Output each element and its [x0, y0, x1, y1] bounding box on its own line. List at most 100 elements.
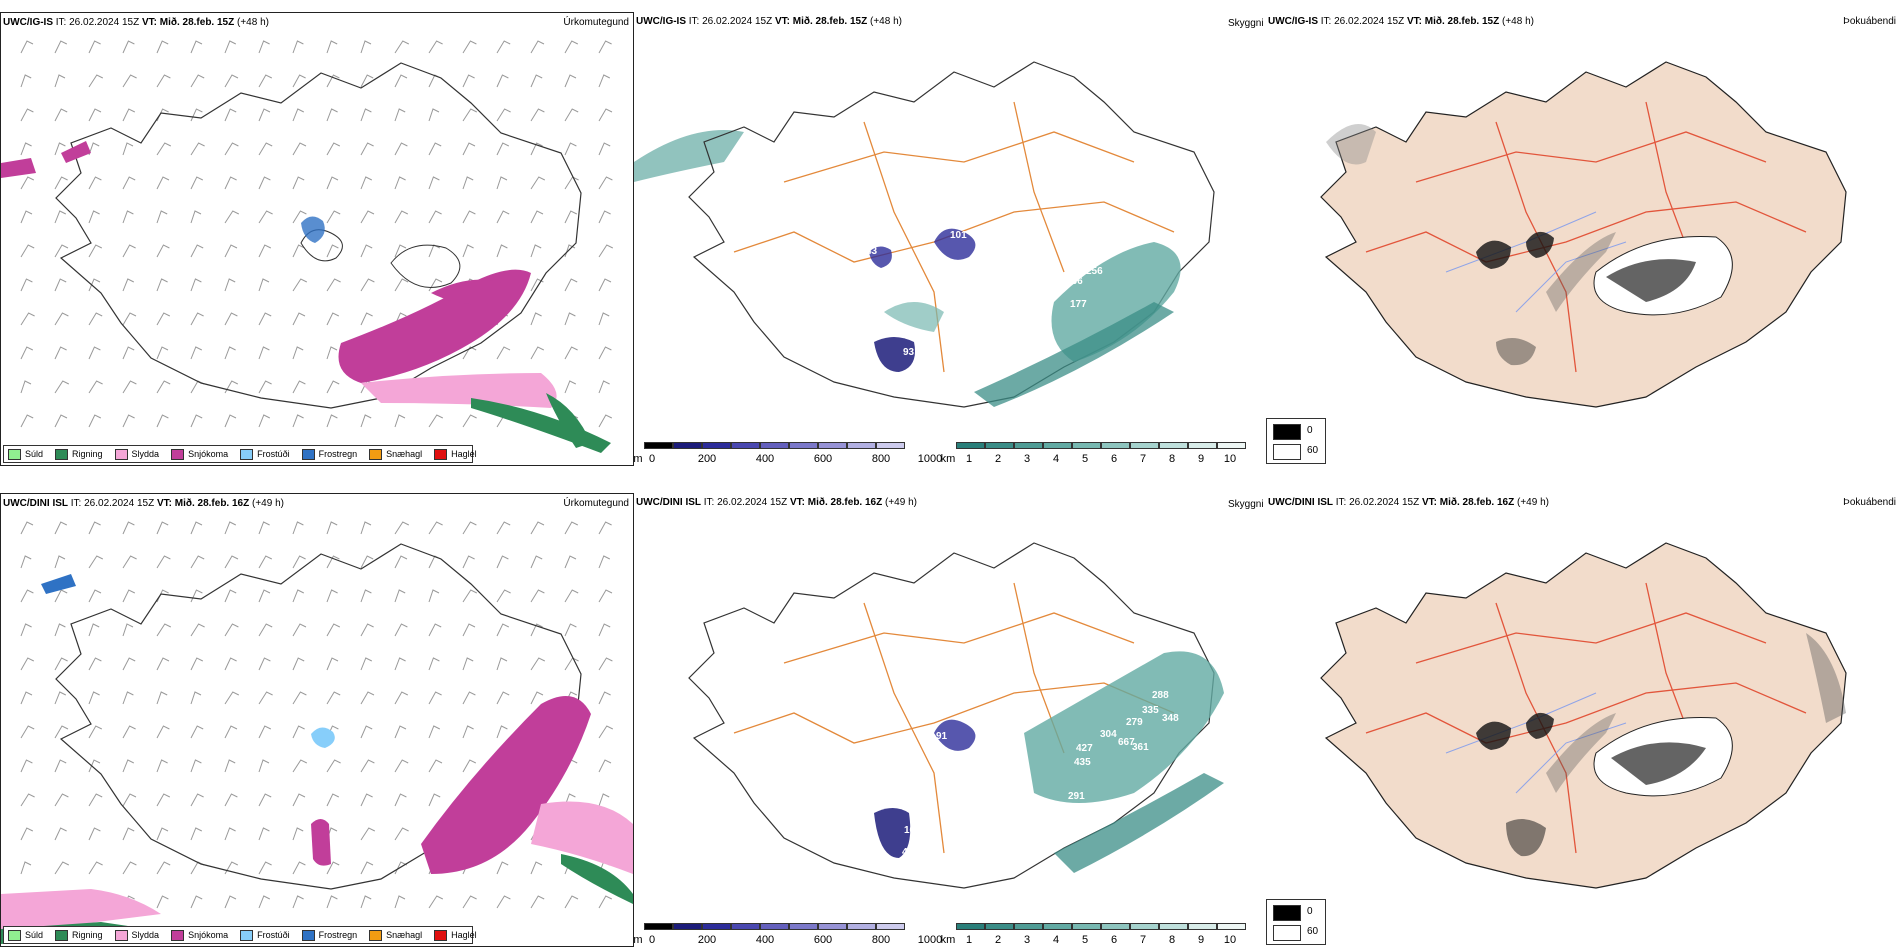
panel-title: UWC/IG-IS IT: 26.02.2024 15Z VT: Mið. 28… — [3, 17, 269, 28]
wind-barb — [326, 312, 340, 326]
wind-barb — [326, 759, 341, 773]
cloud-base-label: 291 — [1068, 791, 1085, 802]
wind-barb — [20, 244, 35, 258]
wind-barb — [530, 312, 542, 326]
wind-barb — [20, 623, 32, 637]
wind-barb — [530, 346, 545, 360]
colorbar-cell — [1130, 442, 1159, 449]
wind-barb — [360, 312, 373, 326]
wind-barb — [530, 142, 543, 156]
wind-barb — [326, 108, 338, 122]
wind-barb — [20, 142, 32, 156]
wind-barb — [156, 657, 170, 671]
wind-barb — [190, 210, 202, 224]
wind-barb — [224, 142, 239, 156]
wind-barb — [326, 793, 340, 807]
legend-item: Rigning — [55, 929, 103, 941]
wind-barb — [530, 657, 546, 671]
wind-barb — [54, 380, 70, 394]
wind-barb — [564, 312, 576, 326]
wind-barb — [122, 108, 136, 122]
colorbar-cell — [1072, 923, 1101, 930]
colorbar-cell — [731, 442, 760, 449]
wind-barb — [564, 210, 578, 224]
product-label: Skyggni — [1228, 499, 1264, 510]
colorbar-cell — [789, 442, 818, 449]
wind-barb — [258, 380, 272, 394]
wind-barb — [394, 176, 406, 190]
legend-item: Snjókoma — [171, 448, 228, 460]
colorbar-cell — [644, 923, 673, 930]
wind-barb — [496, 521, 511, 535]
wind-barb — [258, 142, 273, 156]
legend-swatch-light — [1273, 925, 1301, 941]
wind-barb — [88, 521, 101, 535]
wind-barb — [224, 521, 237, 535]
wind-barb — [292, 589, 305, 603]
wind-barb — [598, 691, 611, 705]
wind-barb — [156, 244, 170, 258]
wind-barb — [394, 40, 410, 54]
wind-barb — [292, 623, 307, 637]
wind-barb — [462, 895, 477, 909]
wind-barb — [88, 725, 103, 739]
wind-barb — [190, 278, 202, 292]
wind-barb — [156, 895, 169, 909]
wind-barb — [156, 691, 168, 705]
wind-barb — [564, 40, 579, 54]
colorbar-cell — [876, 442, 905, 449]
wind-barb — [156, 346, 169, 360]
wind-barb — [190, 108, 203, 122]
wind-barb — [156, 210, 168, 224]
wind-barb — [190, 827, 203, 841]
wind-barb — [88, 210, 100, 224]
product-label: Þokuábendi — [1843, 497, 1896, 508]
wind-barb — [258, 657, 271, 671]
wind-barb — [156, 827, 169, 841]
wind-barb — [20, 380, 32, 394]
wind-barb — [394, 793, 407, 807]
wind-barb — [258, 827, 270, 841]
colorbar-cell — [818, 442, 847, 449]
wind-barb — [224, 555, 239, 569]
wind-barb — [496, 895, 511, 909]
wind-barb — [224, 414, 237, 428]
wind-barb — [224, 691, 240, 705]
cloud-base-label: 93 — [903, 347, 915, 358]
wind-barb — [156, 861, 171, 875]
panel-title: UWC/DINI ISL IT: 26.02.2024 15Z VT: Mið.… — [1268, 497, 1549, 508]
wind-barb — [122, 278, 135, 292]
wind-barb — [122, 827, 135, 841]
wind-barb — [258, 521, 270, 535]
wind-barb — [292, 278, 308, 292]
wind-barb — [394, 521, 410, 535]
wind-barb — [394, 244, 407, 258]
legend-swatch-dark — [1273, 424, 1301, 440]
cloud-base-label: 49 — [902, 847, 914, 858]
wind-barb — [564, 108, 579, 122]
wind-barb — [224, 108, 237, 122]
wind-barb — [598, 793, 610, 807]
cloudbase-ticks: m 0 200 400 600 800 1000 — [633, 934, 943, 946]
wind-barb — [394, 142, 408, 156]
visibility-colorbar — [956, 923, 1246, 930]
wind-barb — [54, 589, 68, 603]
wind-barb — [326, 176, 339, 190]
colorbar-cell — [847, 442, 876, 449]
precip-type-panel-bottom: UWC/DINI ISL IT: 26.02.2024 15Z VT: Mið.… — [0, 493, 634, 947]
wind-barb — [156, 278, 168, 292]
wind-barb — [156, 108, 169, 122]
cloud-base-label: 559 — [1058, 825, 1075, 836]
wind-barb — [88, 657, 102, 671]
wind-barb — [20, 555, 32, 569]
wind-barb — [156, 521, 169, 535]
wind-barb — [292, 176, 305, 190]
wind-barb — [360, 589, 372, 603]
product-label: Skyggni — [1228, 18, 1264, 29]
wind-barb — [394, 657, 406, 671]
wind-barb — [20, 210, 33, 224]
wind-barb — [598, 380, 610, 394]
wind-barb — [258, 691, 273, 705]
